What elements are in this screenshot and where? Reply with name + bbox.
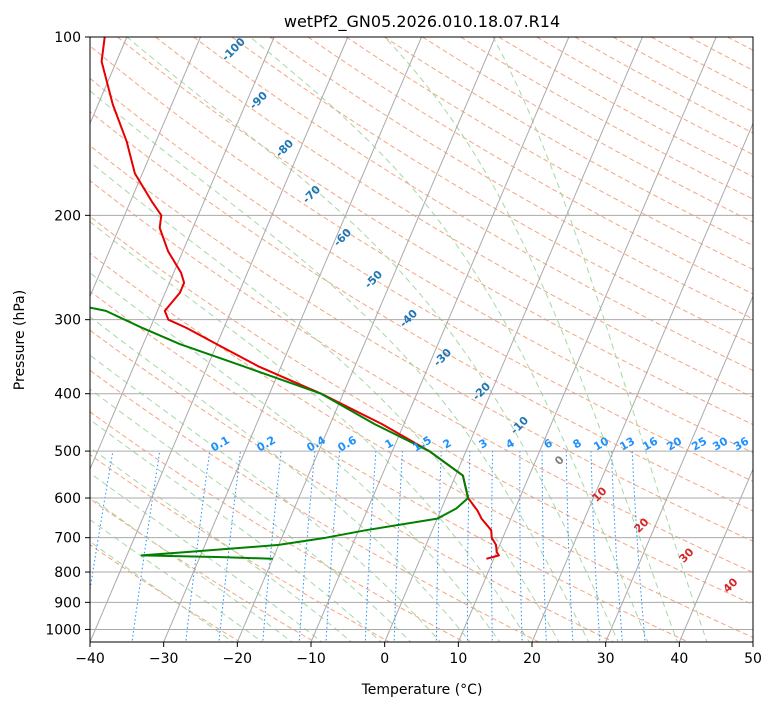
isotherm-line: [90, 37, 349, 642]
x-tick-label: 50: [744, 651, 762, 667]
dry-adiabat: [90, 145, 753, 542]
isotherm-line: [752, 640, 753, 642]
x-tick-label: −20: [223, 651, 253, 667]
x-tick-label: −10: [296, 651, 326, 667]
isotherm-line: [531, 122, 753, 642]
isotherm-line: [236, 37, 496, 642]
chart-title: wetPf2_GN05.2026.010.18.07.R14: [284, 12, 560, 32]
gridlines: [90, 37, 753, 642]
x-tick-label: −40: [75, 651, 105, 667]
isotherm-line: [90, 37, 201, 298]
mixing-ratio-line: [565, 451, 574, 642]
profile-line-1: [90, 37, 470, 560]
y-tick-label: 1000: [45, 622, 81, 638]
dry-adiabat: [231, 37, 753, 345]
dry-adiabat: [90, 252, 753, 639]
moist-adiabat: [90, 161, 560, 642]
mixing-ratio-line: [541, 451, 547, 642]
isotherm-line: [384, 37, 643, 642]
dry-adiabat: [90, 369, 540, 642]
profile-line-0: [100, 37, 500, 560]
dry-adiabat: [90, 77, 753, 482]
y-tick-label: 800: [54, 565, 81, 581]
moist-adiabat: [90, 472, 323, 642]
mixing-ratio-line: [519, 451, 523, 642]
mixing-ratio-line: [590, 451, 601, 642]
y-axis-label: Pressure (hPa): [12, 290, 28, 390]
y-axis: 100 200 300 400 500 600 700 800 900 1000: [45, 30, 90, 638]
dry-adiabat: [193, 37, 753, 372]
mixing-ratio-line: [393, 451, 403, 642]
isotherm-line: [163, 37, 422, 642]
isotherm-line: [310, 37, 570, 642]
y-tick-label: 200: [54, 208, 81, 224]
y-tick-label: 400: [54, 387, 81, 403]
isotherm-line: [457, 37, 717, 642]
y-tick-label: 500: [54, 444, 81, 460]
x-tick-label: 40: [670, 651, 688, 667]
y-tick-label: 700: [54, 531, 81, 547]
dry-adiabat: [90, 45, 753, 454]
plot-frame: [89, 36, 754, 643]
isotherm-line: [605, 295, 753, 642]
mixing-ratio-line: [435, 451, 442, 642]
x-tick-label: 0: [380, 651, 389, 667]
isotherm-line: [90, 37, 275, 471]
y-tick-label: 300: [54, 313, 81, 329]
moist-adiabat: [126, 37, 619, 642]
x-tick-label: 20: [523, 651, 541, 667]
dry-adiabat: [155, 37, 753, 398]
dry-adiabat: [766, 37, 775, 644]
mixing-ratio-line: [491, 451, 494, 642]
dry-adiabat: [90, 110, 753, 512]
y-tick-label: 100: [54, 30, 81, 46]
y-tick-label: 600: [54, 491, 81, 507]
x-axis-label: Temperature (°C): [361, 682, 483, 698]
plot-area: [90, 37, 753, 642]
x-tick-label: 10: [449, 651, 467, 667]
profile-series: [90, 37, 500, 560]
moist-adiabat: [90, 354, 442, 642]
mixing-ratio-line: [364, 451, 377, 642]
x-axis: −40 −30 −20 −10 0 10 20 30 40 50: [75, 642, 762, 667]
x-tick-label: 30: [597, 651, 615, 667]
mixing-ratio-line: [466, 451, 471, 642]
x-tick-label: −30: [149, 651, 179, 667]
dry-adiabat: [307, 37, 753, 295]
isotherm-line: [678, 467, 753, 642]
y-tick-label: 900: [54, 595, 81, 611]
